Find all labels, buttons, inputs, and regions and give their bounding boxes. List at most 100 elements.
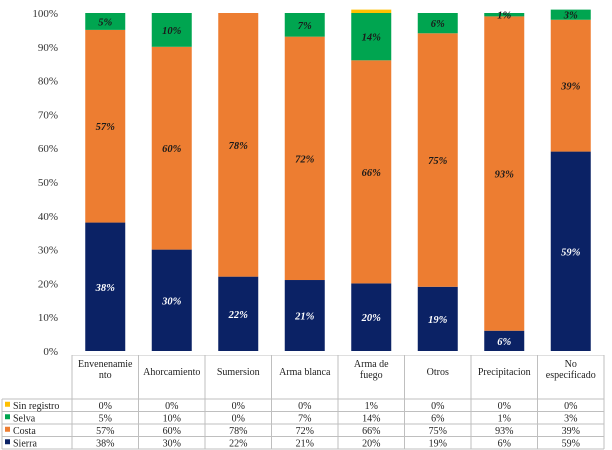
data-label-sierra: 30% <box>161 296 182 307</box>
table-cell-value: 66% <box>362 426 380 437</box>
bar-segment-selva <box>550 9 591 20</box>
data-label-selva: 7% <box>298 21 312 32</box>
legend-series-name: Costa <box>13 426 36 437</box>
bar-segment-sierra <box>151 249 192 351</box>
data-label-costa: 66% <box>362 168 382 179</box>
bar-segment-selva <box>85 13 126 30</box>
data-label-costa: 78% <box>229 141 249 152</box>
table-cell-value: 0% <box>99 401 112 412</box>
table-cell-value: 3% <box>564 413 577 424</box>
legend-swatch-costa <box>5 426 10 432</box>
data-label-sierra: 21% <box>294 312 315 323</box>
table-cell-value: 0% <box>564 401 577 412</box>
table-cell-value: 22% <box>229 438 247 449</box>
category-label: nto <box>99 370 112 381</box>
bar-segment-sierra <box>284 280 325 351</box>
category-label: Precipitacion <box>478 367 531 378</box>
category-label: Ahorcamiento <box>143 367 200 378</box>
category-label: Otros <box>427 367 449 378</box>
y-tick-label: 60% <box>38 143 58 155</box>
bar-segment-sierra <box>484 330 525 351</box>
category-label: Arma de <box>354 359 389 370</box>
legend-swatch-sin-registro <box>5 401 10 407</box>
data-label-sierra: 38% <box>95 283 116 294</box>
category-label: especificado <box>546 370 596 381</box>
data-label-sierra: 59% <box>561 247 581 258</box>
bar-segment-costa <box>351 60 392 284</box>
table-cell-value: 0% <box>165 401 178 412</box>
legend-series-name: Selva <box>13 413 36 424</box>
table-cell-value: 20% <box>362 438 380 449</box>
table-cell-value: 30% <box>163 438 181 449</box>
table-cell-value: 10% <box>163 413 181 424</box>
table-cell-value: 6% <box>498 438 511 449</box>
bar-segment-selva <box>151 13 192 47</box>
table-cell-value: 0% <box>298 401 311 412</box>
category-label: Sumersion <box>217 367 260 378</box>
category-label: Envenenamie <box>78 359 133 370</box>
table-cell-value: 7% <box>298 413 311 424</box>
table-cell-value: 59% <box>562 438 580 449</box>
data-label-sierra: 20% <box>361 313 382 324</box>
table-cell-value: 14% <box>362 413 380 424</box>
legend-series-name: Sin registro <box>13 401 59 412</box>
y-tick-label: 20% <box>38 278 58 290</box>
table-cell-value: 0% <box>232 413 245 424</box>
bar-segment-costa <box>484 16 525 331</box>
bar-segment-costa <box>85 29 126 223</box>
table-cell-value: 5% <box>99 413 112 424</box>
bar-segment-sierra <box>417 286 458 351</box>
table-cell-value: 19% <box>429 438 447 449</box>
bar-segment-costa <box>218 13 259 277</box>
y-tick-label: 50% <box>38 177 58 189</box>
data-label-costa: 75% <box>428 156 448 167</box>
y-tick-label: 0% <box>43 346 58 355</box>
bar-segment-sierra <box>550 151 591 351</box>
table-cell-value: 60% <box>163 426 181 437</box>
data-label-selva: 14% <box>362 33 382 44</box>
bar-segment-costa <box>417 33 458 287</box>
table-cell-value: 1% <box>365 401 378 412</box>
data-label-selva: 10% <box>162 26 182 37</box>
table-cell-value: 1% <box>498 413 511 424</box>
data-label-selva: 5% <box>98 17 112 28</box>
data-label-sierra: 22% <box>228 310 249 321</box>
table-cell-value: 75% <box>429 426 447 437</box>
table-cell-value: 0% <box>232 401 245 412</box>
bar-segment-sierra <box>218 276 259 351</box>
bar-segment-selva <box>417 13 458 34</box>
bar-segment-costa <box>151 46 192 250</box>
data-label-sierra: 6% <box>497 337 511 348</box>
y-tick-label: 70% <box>38 109 58 121</box>
legend-series-name: Sierra <box>13 438 37 449</box>
data-label-costa: 93% <box>495 170 515 181</box>
table-cell-value: 0% <box>431 401 444 412</box>
y-tick-label: 80% <box>38 76 58 88</box>
data-label-selva: 6% <box>431 19 445 30</box>
table-cell-value: 72% <box>296 426 314 437</box>
bar-segment-sin-registro <box>351 9 392 13</box>
table-cell-value: 0% <box>498 401 511 412</box>
bar-segment-costa <box>284 36 325 281</box>
category-label: No <box>565 359 577 370</box>
bar-segment-costa <box>550 19 591 152</box>
bar-segment-selva <box>284 13 325 37</box>
y-tick-label: 90% <box>38 42 58 54</box>
data-label-selva: 3% <box>563 11 578 22</box>
bar-segment-sierra <box>85 222 126 351</box>
table-cell-value: 39% <box>562 426 580 437</box>
category-label: fuego <box>360 370 383 381</box>
bar-segment-selva <box>351 13 392 61</box>
bar-segment-sierra <box>351 283 392 351</box>
bar-segment-selva <box>484 13 525 17</box>
table-cell-value: 6% <box>431 413 444 424</box>
y-tick-label: 30% <box>38 245 58 257</box>
category-label: Arma blanca <box>279 367 331 378</box>
data-label-selva: 1% <box>497 11 511 22</box>
stacked-bar-chart: 0% 10% 20% 30% 40% 50% 60% 70% 80% 90% 100% 38% 57% 5… <box>32 8 591 355</box>
y-tick-label: 10% <box>38 312 58 324</box>
data-label-sierra: 19% <box>428 315 448 326</box>
legend-swatch-sierra <box>5 439 10 445</box>
legend-swatch-selva <box>5 414 10 420</box>
